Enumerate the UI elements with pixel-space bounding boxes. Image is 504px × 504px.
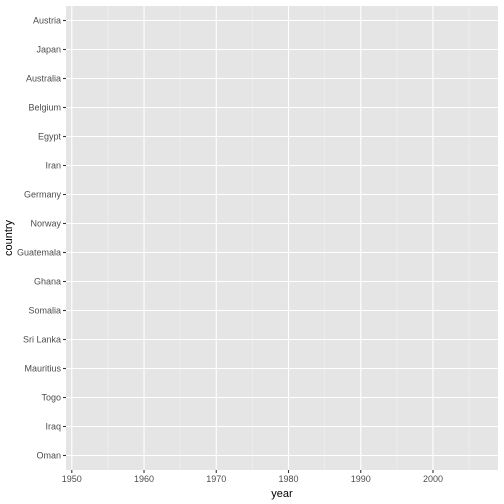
y-tick-label: Belgium [28,103,61,113]
y-tick-label: Ghana [34,277,61,287]
minor-gridlines [107,6,470,470]
y-tick-label: Guatemala [17,248,61,258]
y-axis-title: country [3,219,15,256]
y-tick-label: Togo [41,393,61,403]
x-tick-label: 1990 [351,474,371,484]
plot-panel [66,6,498,470]
x-tick-label: 1980 [278,474,298,484]
x-tick-label: 1950 [62,474,82,484]
y-tick-label: Japan [36,45,61,55]
y-tick-label: Mauritius [24,364,61,374]
y-tick-label: Australia [26,74,61,84]
x-axis-title: year [271,488,293,500]
y-tick-label: Egypt [38,132,62,142]
x-tick-label: 1970 [206,474,226,484]
y-tick-label: Oman [36,451,61,461]
y-tick-label: Norway [30,219,61,229]
x-tick-label: 1960 [134,474,154,484]
x-axis: 1950 1960 1970 1980 1990 2000 [62,470,443,484]
y-tick-label: Austria [33,16,61,26]
x-tick-label: 2000 [423,474,443,484]
major-gridlines [66,6,498,470]
y-tick-label: Germany [24,190,62,200]
y-tick-label: Sri Lanka [23,335,61,345]
y-tick-label: Iraq [45,422,61,432]
y-tick-label: Somalia [28,306,61,316]
y-tick-label: Iran [45,161,61,171]
y-axis: Oman Iraq Togo Mauritius Sri Lanka Somalia Gha… [17,16,66,461]
